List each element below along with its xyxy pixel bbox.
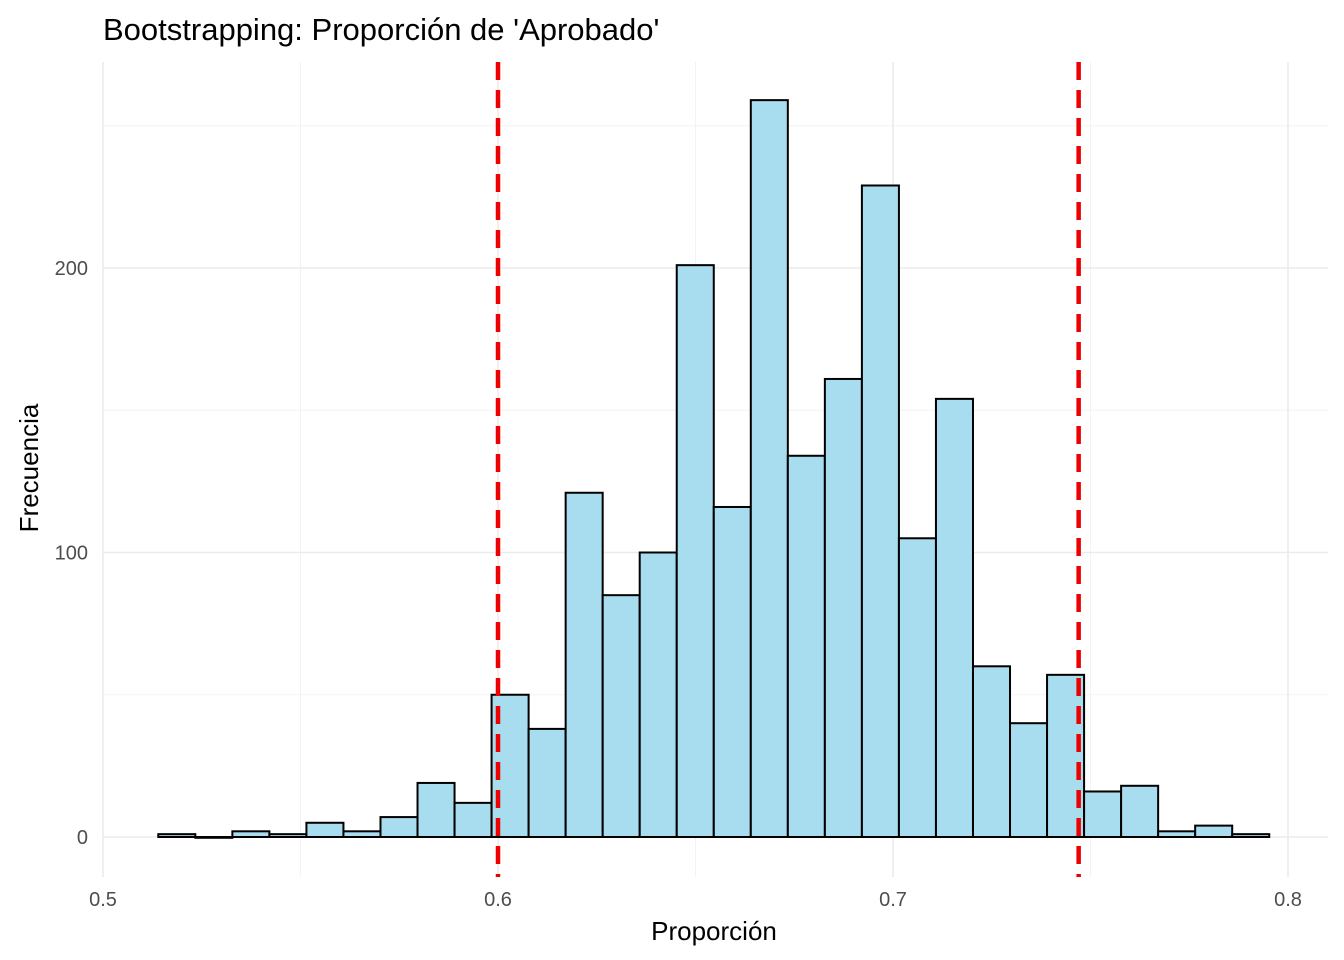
histogram-bar [712, 505, 752, 838]
histogram-bar [157, 833, 197, 839]
histogram-bar [823, 377, 863, 838]
y-axis-ticks: 0 100 200 [55, 258, 88, 849]
histogram-bar [268, 833, 308, 839]
histogram-bar [971, 665, 1012, 838]
histogram-bar [638, 551, 678, 838]
histogram-bar [1083, 790, 1123, 838]
histogram-bar [305, 821, 345, 839]
histogram-bar [231, 830, 271, 838]
histogram-bar [749, 99, 789, 838]
y-axis-label: Frecuencia [14, 403, 44, 532]
histogram-bar [194, 836, 234, 839]
y-tick-label: 0 [77, 827, 88, 849]
x-axis-label: Proporción [651, 916, 777, 946]
y-tick-label: 100 [55, 543, 88, 565]
histogram-bar [1009, 722, 1049, 839]
histogram-bar [786, 454, 826, 838]
histogram-bar [1194, 824, 1234, 838]
minor-gridlines [103, 62, 1328, 877]
histogram-bar [1046, 673, 1086, 839]
x-tick-label: 0.7 [879, 889, 907, 911]
histogram-bar [527, 727, 567, 839]
histogram-bar [342, 830, 382, 838]
histogram-bar [1231, 833, 1271, 839]
histogram-bar [934, 397, 974, 838]
y-tick-label: 200 [55, 258, 88, 280]
x-tick-label: 0.5 [89, 889, 117, 911]
x-tick-label: 0.8 [1274, 889, 1302, 911]
histogram-bars [157, 99, 1271, 839]
histogram-bar [860, 184, 900, 838]
histogram-bar [601, 594, 641, 838]
histogram-bar [675, 264, 715, 838]
histogram-bar [1120, 784, 1160, 838]
confidence-interval-lines [495, 62, 1081, 877]
histogram-bar [416, 781, 456, 839]
x-axis-ticks: 0.5 0.6 0.7 0.8 [89, 889, 1302, 911]
histogram-bar [453, 801, 493, 838]
x-tick-label: 0.6 [484, 889, 512, 911]
histogram-bar [379, 816, 419, 839]
histogram-bar [564, 491, 604, 838]
chart-title: Bootstrapping: Proporción de 'Aprobado' [103, 12, 659, 47]
histogram-bar [1157, 830, 1197, 838]
histogram-bar [897, 537, 937, 839]
